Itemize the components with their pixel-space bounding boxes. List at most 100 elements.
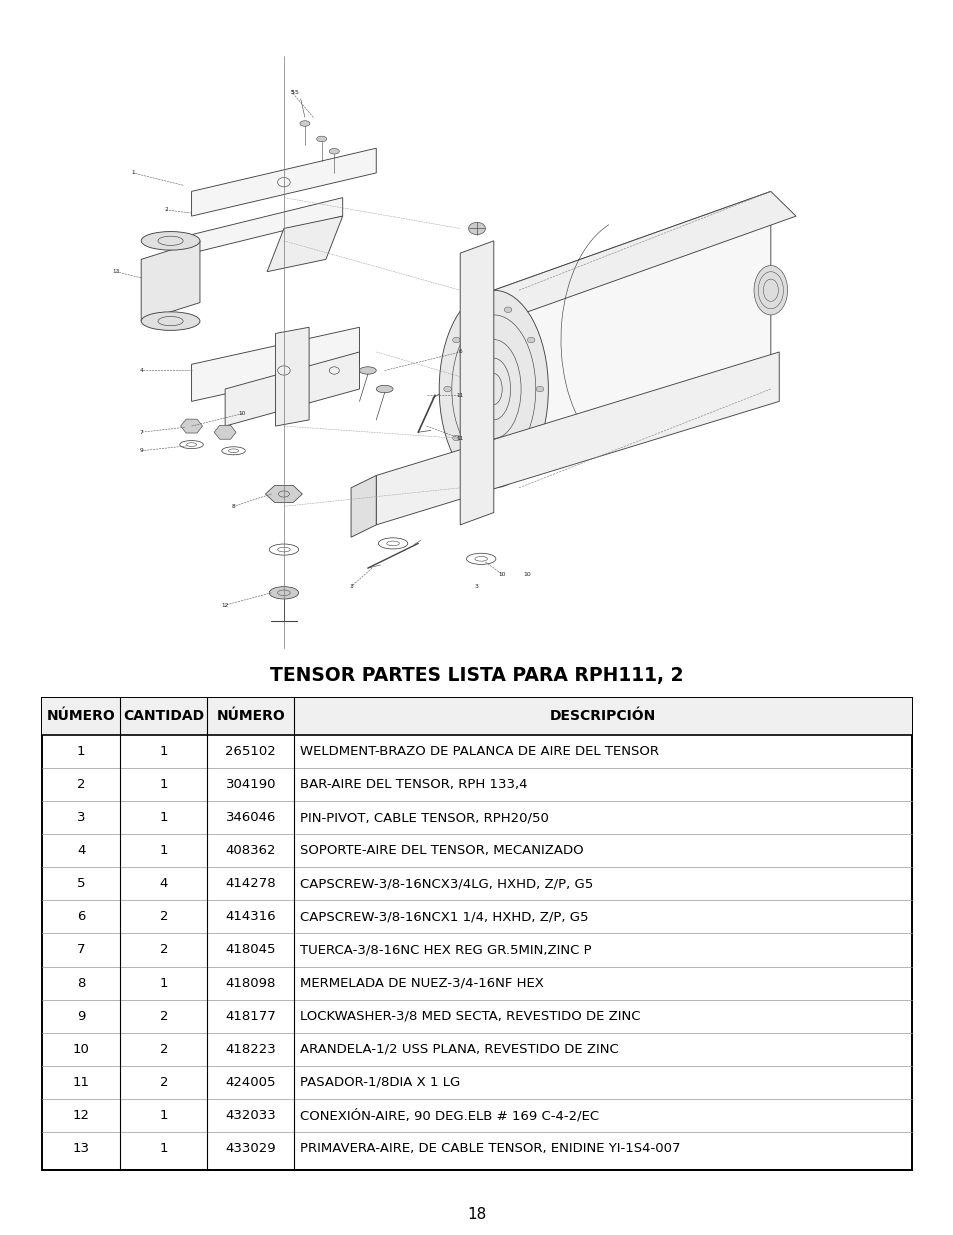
Ellipse shape xyxy=(329,148,339,154)
Ellipse shape xyxy=(316,136,326,142)
Text: 8: 8 xyxy=(232,504,235,509)
Text: 8: 8 xyxy=(77,977,85,989)
Text: DESCRIPCIÓN: DESCRIPCIÓN xyxy=(550,709,656,724)
Text: 11: 11 xyxy=(456,393,463,398)
Text: CONEXIÓN-AIRE, 90 DEG.ELB # 169 C-4-2/EC: CONEXIÓN-AIRE, 90 DEG.ELB # 169 C-4-2/EC xyxy=(300,1109,598,1123)
Text: 5: 5 xyxy=(294,90,298,95)
Polygon shape xyxy=(192,327,359,401)
Text: 11: 11 xyxy=(456,436,463,441)
Polygon shape xyxy=(225,352,359,426)
Text: 1: 1 xyxy=(159,1109,168,1121)
Text: PASADOR-1/8DIA X 1 LG: PASADOR-1/8DIA X 1 LG xyxy=(300,1076,460,1089)
Text: 2: 2 xyxy=(159,1042,168,1056)
Text: SOPORTE-AIRE DEL TENSOR, MECANIZADO: SOPORTE-AIRE DEL TENSOR, MECANIZADO xyxy=(300,845,583,857)
Polygon shape xyxy=(141,241,200,321)
Text: 4: 4 xyxy=(159,877,168,890)
Text: 4: 4 xyxy=(77,845,85,857)
Ellipse shape xyxy=(468,222,485,235)
Polygon shape xyxy=(459,241,494,525)
Text: 1: 1 xyxy=(159,745,168,758)
Ellipse shape xyxy=(536,387,543,391)
Text: ARANDELA-1/2 USS PLANA, REVESTIDO DE ZINC: ARANDELA-1/2 USS PLANA, REVESTIDO DE ZIN… xyxy=(300,1042,618,1056)
Text: 265102: 265102 xyxy=(225,745,275,758)
Text: MERMELADA DE NUEZ-3/4-16NF HEX: MERMELADA DE NUEZ-3/4-16NF HEX xyxy=(300,977,543,989)
Text: 414316: 414316 xyxy=(225,910,275,924)
Ellipse shape xyxy=(452,435,459,441)
Polygon shape xyxy=(192,198,342,253)
Polygon shape xyxy=(494,191,795,315)
Polygon shape xyxy=(275,327,309,426)
Polygon shape xyxy=(265,485,302,503)
Text: LOCKWASHER-3/8 MED SECTA, REVESTIDO DE ZINC: LOCKWASHER-3/8 MED SECTA, REVESTIDO DE Z… xyxy=(300,1010,640,1023)
Ellipse shape xyxy=(438,290,548,488)
Text: NÚMERO: NÚMERO xyxy=(216,709,285,724)
Text: 2: 2 xyxy=(164,207,168,212)
Ellipse shape xyxy=(476,308,483,312)
Text: CAPSCREW-3/8-16NCX1 1/4, HXHD, Z/P, G5: CAPSCREW-3/8-16NCX1 1/4, HXHD, Z/P, G5 xyxy=(300,910,588,924)
Ellipse shape xyxy=(187,442,196,446)
Text: 3: 3 xyxy=(77,811,85,824)
Text: 414278: 414278 xyxy=(225,877,275,890)
Polygon shape xyxy=(375,352,779,525)
Text: 424005: 424005 xyxy=(225,1076,275,1089)
Text: 12: 12 xyxy=(72,1109,90,1121)
Text: TUERCA-3/8-16NC HEX REG GR.5MIN,ZINC P: TUERCA-3/8-16NC HEX REG GR.5MIN,ZINC P xyxy=(300,944,592,956)
Text: 418223: 418223 xyxy=(225,1042,275,1056)
Text: 18: 18 xyxy=(467,1207,486,1221)
Text: 10: 10 xyxy=(72,1042,90,1056)
Text: 418045: 418045 xyxy=(225,944,275,956)
Text: WELDMENT-BRAZO DE PALANCA DE AIRE DEL TENSOR: WELDMENT-BRAZO DE PALANCA DE AIRE DEL TE… xyxy=(300,745,659,758)
Text: 5: 5 xyxy=(290,90,294,95)
Text: 346046: 346046 xyxy=(225,811,275,824)
Text: NÚMERO: NÚMERO xyxy=(47,709,115,724)
Polygon shape xyxy=(351,475,375,537)
Text: 432033: 432033 xyxy=(225,1109,275,1121)
Ellipse shape xyxy=(527,337,535,343)
Text: 433029: 433029 xyxy=(225,1142,275,1155)
Text: 6: 6 xyxy=(458,350,461,354)
Text: 10: 10 xyxy=(498,572,505,577)
Text: 7: 7 xyxy=(77,944,85,956)
Text: 1: 1 xyxy=(159,811,168,824)
Ellipse shape xyxy=(452,337,459,343)
Text: 3: 3 xyxy=(475,584,478,589)
Ellipse shape xyxy=(141,231,200,249)
Ellipse shape xyxy=(475,557,487,561)
Text: 1: 1 xyxy=(159,977,168,989)
Text: 418098: 418098 xyxy=(225,977,275,989)
Ellipse shape xyxy=(753,266,787,315)
Text: 2: 2 xyxy=(77,778,85,790)
Text: 1: 1 xyxy=(159,845,168,857)
Ellipse shape xyxy=(141,311,200,331)
Ellipse shape xyxy=(229,450,238,452)
Text: 2: 2 xyxy=(159,944,168,956)
Text: 4: 4 xyxy=(139,368,143,373)
Text: 304190: 304190 xyxy=(225,778,275,790)
Ellipse shape xyxy=(277,547,290,552)
Text: 418177: 418177 xyxy=(225,1010,275,1023)
Text: 5: 5 xyxy=(290,90,294,95)
Polygon shape xyxy=(214,425,235,440)
Text: 7: 7 xyxy=(139,430,143,435)
Text: 2: 2 xyxy=(159,1076,168,1089)
Text: 1: 1 xyxy=(159,1142,168,1155)
Ellipse shape xyxy=(386,541,399,546)
Text: 5: 5 xyxy=(77,877,85,890)
Text: 13: 13 xyxy=(72,1142,90,1155)
Text: 2: 2 xyxy=(159,910,168,924)
Text: CANTIDAD: CANTIDAD xyxy=(123,709,204,724)
Text: 12: 12 xyxy=(221,603,229,608)
Text: 408362: 408362 xyxy=(225,845,275,857)
Text: CAPSCREW-3/8-16NCX3/4LG, HXHD, Z/P, G5: CAPSCREW-3/8-16NCX3/4LG, HXHD, Z/P, G5 xyxy=(300,877,593,890)
Text: BAR-AIRE DEL TENSOR, RPH 133,4: BAR-AIRE DEL TENSOR, RPH 133,4 xyxy=(300,778,527,790)
Text: 13: 13 xyxy=(112,269,119,274)
Text: 11: 11 xyxy=(72,1076,90,1089)
Polygon shape xyxy=(180,419,202,433)
Text: 9: 9 xyxy=(77,1010,85,1023)
Ellipse shape xyxy=(443,387,451,391)
Polygon shape xyxy=(192,148,375,216)
Text: 9: 9 xyxy=(139,448,143,453)
Text: 3: 3 xyxy=(349,584,353,589)
Ellipse shape xyxy=(476,466,483,471)
Text: 10: 10 xyxy=(238,411,245,416)
